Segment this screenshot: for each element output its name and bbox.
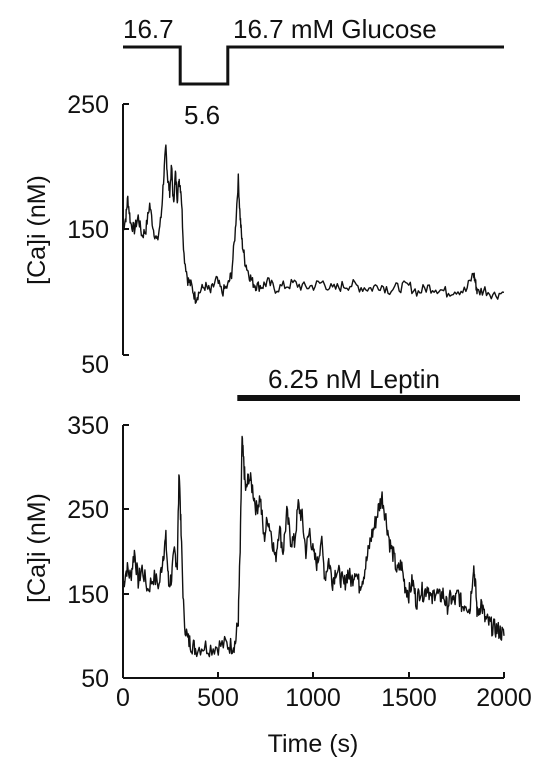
- bottom-y-tick-label-50: 50: [81, 665, 109, 693]
- x-tick-label-2000: 2000: [476, 684, 532, 712]
- glucose-label-before: 16.7: [123, 14, 174, 44]
- leptin-treatment: 6.25 nM Leptin: [237, 364, 520, 401]
- bottom-calcium-trace: [122, 435, 505, 658]
- bottom-panel: 350 250 150 50 0 500 1000 1500 2000 [Ca]…: [23, 412, 532, 758]
- top-calcium-trace: [122, 144, 505, 304]
- bottom-y-tick-label-150: 150: [67, 581, 109, 609]
- x-tick-label-1000: 1000: [285, 684, 341, 712]
- x-tick-label-0: 0: [116, 684, 130, 712]
- glucose-protocol: 16.7 5.6 16.7 mM Glucose: [123, 14, 504, 130]
- top-y-tick-label-150: 150: [67, 216, 109, 244]
- x-axis-label: Time (s): [268, 730, 359, 758]
- bottom-y-axis-label: [Ca]i (nM): [23, 493, 51, 603]
- glucose-label-low: 5.6: [184, 100, 220, 130]
- bottom-y-tick-label-350: 350: [67, 412, 109, 440]
- x-tick-label-500: 500: [197, 684, 239, 712]
- glucose-step-line: [123, 45, 504, 86]
- top-panel: 250 150 50 [Ca]i (nM): [23, 91, 505, 379]
- glucose-label-after: 16.7 mM Glucose: [233, 14, 437, 44]
- top-y-axis-label: [Ca]i (nM): [23, 175, 51, 285]
- top-y-tick-label-250: 250: [67, 91, 109, 119]
- top-y-tick-label-50: 50: [81, 351, 109, 379]
- bottom-y-tick-label-250: 250: [67, 496, 109, 524]
- x-tick-label-1500: 1500: [381, 684, 437, 712]
- leptin-label: 6.25 nM Leptin: [268, 364, 440, 394]
